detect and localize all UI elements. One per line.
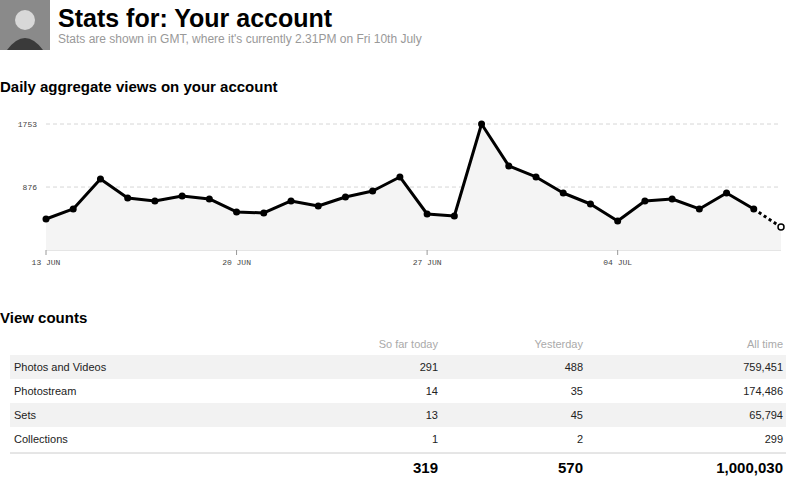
- point: [97, 175, 104, 182]
- cell: 65,794: [749, 409, 783, 421]
- point: [505, 162, 512, 169]
- cell: 35: [571, 385, 583, 397]
- avatar-head: [15, 10, 35, 30]
- point: [342, 193, 349, 200]
- cell: 14: [426, 385, 438, 397]
- row-label: Photos and Videos: [14, 361, 107, 373]
- row-bg: [10, 403, 786, 427]
- line-current: [754, 209, 781, 227]
- x-tick: [46, 250, 47, 255]
- column-header: All time: [747, 338, 783, 350]
- x-tick-label: 20 JUN: [222, 258, 251, 267]
- table-title: View counts: [0, 309, 87, 326]
- row-bg: [10, 355, 786, 379]
- point: [315, 203, 322, 210]
- row-label: Sets: [14, 409, 37, 421]
- point: [778, 224, 784, 230]
- totals-rule: [10, 453, 786, 454]
- point: [124, 194, 131, 201]
- point: [669, 195, 676, 202]
- row-label: Collections: [14, 433, 68, 445]
- x-tick: [427, 250, 428, 255]
- point: [424, 210, 431, 217]
- row-label: Photostream: [14, 385, 76, 397]
- grid-line: [46, 124, 781, 125]
- cell: 45: [571, 409, 583, 421]
- x-tick-label: 13 JUN: [32, 258, 61, 267]
- total: 1,000,030: [716, 459, 783, 476]
- point: [206, 195, 213, 202]
- y-tick-label: 876: [23, 183, 38, 192]
- page-title: Stats for: Your account: [58, 4, 333, 32]
- point: [587, 200, 594, 207]
- cell: 13: [426, 409, 438, 421]
- page: Stats for: Your accountStats are shown i…: [0, 0, 786, 486]
- cell: 291: [420, 361, 438, 373]
- point: [614, 217, 621, 224]
- grid-line: [46, 187, 781, 188]
- total: 570: [558, 459, 583, 476]
- point: [696, 205, 703, 212]
- avatar-body: [7, 38, 43, 50]
- line: [46, 124, 754, 221]
- chart-title: Daily aggregate views on your account: [0, 78, 278, 95]
- point: [70, 205, 77, 212]
- point: [451, 213, 458, 220]
- avatar: [0, 0, 50, 50]
- x-tick: [236, 250, 237, 255]
- point: [641, 197, 648, 204]
- cell: 488: [565, 361, 583, 373]
- point: [369, 187, 376, 194]
- cell: 174,486: [743, 385, 783, 397]
- point: [179, 192, 186, 199]
- cell: 759,451: [743, 361, 783, 373]
- cell: 2: [577, 433, 583, 445]
- column-header: Yesterday: [534, 338, 583, 350]
- point: [288, 197, 295, 204]
- point: [260, 209, 267, 216]
- point: [750, 206, 757, 213]
- point: [396, 173, 403, 180]
- page-subtitle: Stats are shown in GMT, where it's curre…: [58, 32, 422, 46]
- point: [533, 173, 540, 180]
- total: 319: [413, 459, 438, 476]
- point: [233, 208, 240, 215]
- column-header: So far today: [379, 338, 439, 350]
- cell: 299: [765, 433, 783, 445]
- plot-marks: [43, 121, 785, 251]
- x-tick-label: 27 JUN: [413, 258, 442, 267]
- point: [43, 216, 50, 223]
- point: [478, 121, 485, 128]
- x-tick-label: 04 JUL: [603, 258, 632, 267]
- point: [151, 197, 158, 204]
- point: [723, 190, 730, 197]
- y-tick-label: 1753: [18, 120, 37, 129]
- avatar-bg: [0, 0, 50, 50]
- area: [46, 124, 781, 250]
- point: [560, 190, 567, 197]
- cell: 1: [432, 433, 438, 445]
- x-tick: [617, 250, 618, 255]
